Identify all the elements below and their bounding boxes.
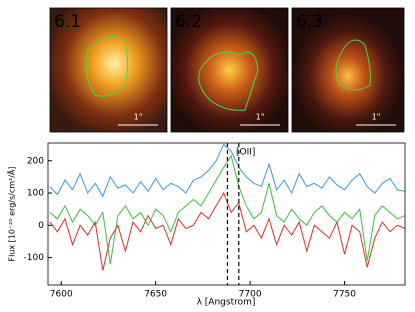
image-panel [291, 7, 405, 133]
panel-label: 6.1 [54, 12, 81, 32]
x-tick-label: 7600 [50, 290, 73, 300]
series-line [49, 154, 406, 265]
scale-label: 1" [372, 113, 381, 122]
y-tick-label: 200 [27, 156, 44, 166]
scale-label: 1" [134, 113, 143, 122]
y-tick-label: -100 [24, 253, 45, 263]
y-tick-label: 100 [27, 189, 44, 199]
plot-frame [47, 142, 406, 286]
y-axis-label: Flux [10⁻²⁰ erg/s/cm²/Å] [6, 166, 17, 261]
x-tick-label: 7650 [144, 290, 167, 300]
series-line [49, 143, 406, 198]
panel-label: 6.2 [175, 12, 202, 32]
image-panel [49, 7, 168, 133]
annotation: [OII] [236, 148, 255, 158]
scale-label: 1" [256, 113, 265, 122]
x-axis-label: λ [Angstrom] [197, 298, 256, 308]
x-tick-label: 7750 [333, 290, 356, 300]
x-tick-label: 7700 [239, 290, 262, 300]
panel-label: 6.3 [296, 12, 323, 32]
y-tick-label: 0 [38, 221, 44, 231]
image-panel [170, 7, 289, 133]
